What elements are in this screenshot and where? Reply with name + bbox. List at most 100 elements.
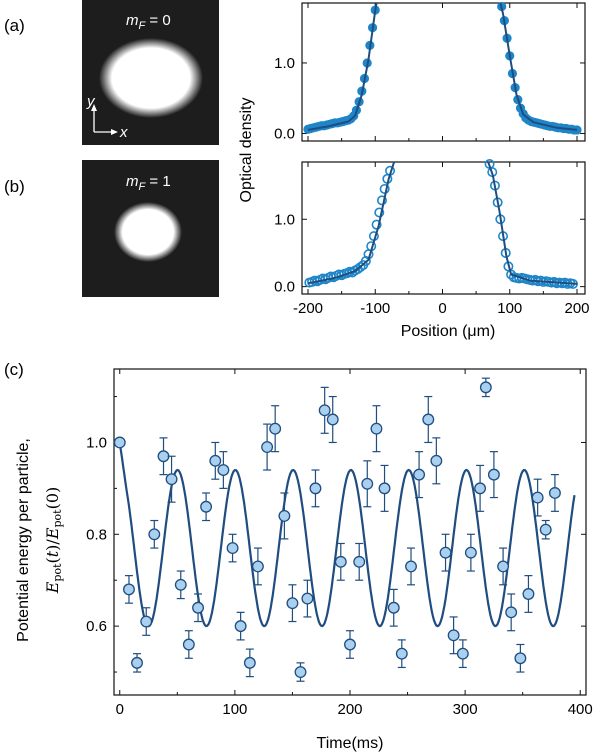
x-axis-letter: x [119,124,128,141]
chart-c-ytick-label: 1.0 [86,434,107,451]
chart-c-data-point [148,528,161,541]
atom-cloud-a [99,38,203,118]
chart-c-data-point [278,509,291,522]
chart-c-data-point [497,560,510,573]
chart-c-data-point [200,500,213,513]
chart-c-xtick-label: 400 [568,701,593,718]
time-xlabel: Time(ms) [317,735,384,752]
absorption-image-a: mF = 0 y x [82,0,219,145]
chart-a-fit-line [499,2,578,131]
chart-b-data-point [371,219,382,230]
energy-ylabel: Potential energy per particle, [15,438,32,642]
xy-axis-indicator: y x [86,93,128,141]
chart-b-xtick-label: -200 [293,300,323,317]
chart-b-fit-line [307,161,396,285]
chart-c-data-point [370,422,383,435]
chart-c-data-point [226,542,239,555]
chart-c-data-point [269,422,282,435]
chart-a-ytick-label: 0.0 [274,125,295,142]
chart-c-data-point [209,454,222,467]
chart-c-data-point [261,441,274,454]
chart-b-ytick-label: 1.0 [274,211,295,228]
chart-a: 0.0 1.0 [274,1,586,142]
absorption-image-b: mF = 1 [82,160,219,297]
chart-c-data-point [430,454,443,467]
chart-c-ytick-label: 0.6 [86,618,107,635]
chart-b-xtick-label: 200 [564,300,589,317]
optical-density-ylabel: Optical density [238,98,255,203]
chart-c-data-point [182,638,195,651]
chart-c-data-point [456,647,469,660]
chart-c-data-point [344,638,356,651]
y-axis-letter: y [86,93,96,110]
chart-c-data-point [405,560,417,573]
chart-c-fit-line [118,442,576,628]
chart-a-fit-line [307,2,378,131]
chart-a-ytick-label: 1.0 [274,55,295,72]
chart-c-data-point [479,381,492,394]
chart-c-xtick-label: 300 [453,701,478,718]
chart-c-xtick-label: 200 [337,701,362,718]
chart-b-xtick-label: -100 [360,300,390,317]
chart-c-data-point [378,482,391,495]
chart-c-data-point [234,620,247,633]
chart-c-data-point [251,560,264,573]
chart-c-data-point [487,468,500,481]
chart-c-data-point [505,606,518,619]
chart-b-xtick-label: 0 [438,300,446,317]
chart-c-data-point [474,482,487,495]
chart-c-data-point [447,629,460,642]
chart-c-data-point [439,546,452,559]
chart-c-data-point [157,450,170,463]
chart-c-data-point [326,413,339,426]
x-arrow-icon [111,129,118,135]
chart-c-data-point [548,487,561,499]
image-a-label: mF = 0 [126,12,171,32]
chart-b-data-point [376,195,387,206]
position-xlabel: Position (μm) [401,323,496,340]
chart-c-data-point [243,656,256,669]
chart-c-data-point [309,482,322,495]
chart-b-xtick-label: 100 [497,300,522,317]
chart-c-xtick-label: 100 [222,701,247,718]
atom-cloud-b [114,202,182,262]
panel-c-tag: (c) [4,360,24,379]
image-b-label: mF = 1 [126,173,171,193]
chart-c-ytick-label: 0.8 [86,526,107,543]
chart-c-data-point [113,436,126,449]
chart-c-data-point [301,592,314,605]
chart-c-data-point [464,546,477,559]
chart-b-data-point [355,262,366,273]
chart-b: 0.0 1.0 -200 -100 0 100 200 [274,159,590,317]
panel-b-tag: (b) [4,177,25,196]
panel-a-tag: (a) [4,16,25,35]
chart-a-frame [301,2,586,142]
chart-c-data-point [294,666,307,678]
chart-c-data-point [514,652,527,665]
chart-c-data-point [192,601,204,614]
chart-c-data-point [318,404,331,417]
chart-b-fit-line [487,161,578,285]
chart-b-frame [301,161,586,295]
chart-c-data-point [140,615,153,628]
chart-c-data-point [174,578,187,591]
chart-c-data-point [165,473,178,486]
chart-c-data-point [123,583,135,596]
chart-c: 0.6 0.8 1.0 0 100 200 300 400 [86,368,593,718]
chart-c-data-point [217,464,230,476]
chart-b-ytick-label: 0.0 [274,279,295,296]
y-arrow-icon [91,104,97,111]
chart-b-data-point [374,207,385,218]
chart-c-data-point [353,555,366,568]
chart-c-data-point [131,656,143,669]
chart-c-data-point [522,588,535,600]
chart-c-data-point [413,468,426,481]
chart-c-data-point [539,523,552,536]
chart-c-data-point [395,647,408,660]
chart-c-xtick-label: 0 [116,701,124,718]
chart-c-data-point [387,601,400,614]
chart-c-data-point [361,477,374,490]
chart-c-data-point [531,491,544,504]
energy-ratio-ylabel: Epot(t)/Epot(0) [43,487,64,595]
